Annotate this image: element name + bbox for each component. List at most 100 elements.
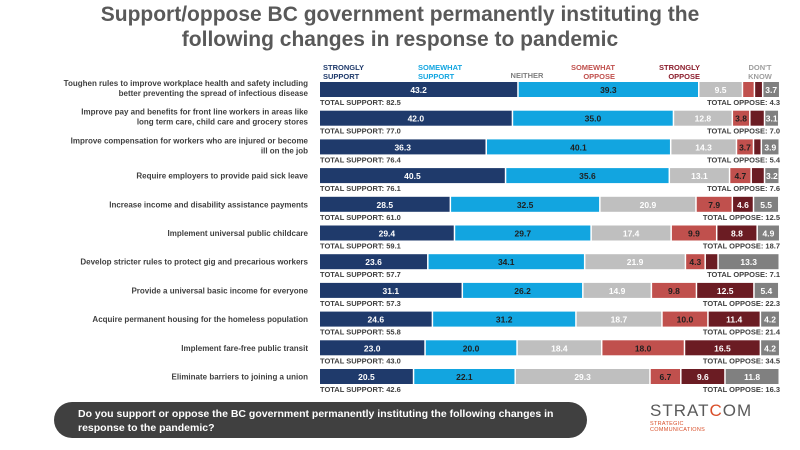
row-3-bar-neither xyxy=(671,139,736,155)
row-2-value-dont_know: 3.1 xyxy=(766,114,778,124)
row-5-bar-somewhat_oppose xyxy=(696,196,732,212)
row-2-bar-dont_know xyxy=(765,110,779,126)
logo-wordmark-part-1: STRAT xyxy=(650,401,710,420)
row-10-bar-dont_know xyxy=(761,340,779,356)
row-6-bar-strongly_support xyxy=(320,225,454,241)
row-3-value-strongly_support: 36.3 xyxy=(394,142,411,152)
legend-strongly_support-line-2: SUPPORT xyxy=(323,72,360,81)
row-7-value-neither: 21.9 xyxy=(627,257,644,267)
row-8-bar-somewhat_support xyxy=(463,282,583,298)
row-2-total-oppose: TOTAL OPPOSE: 7.0 xyxy=(707,127,780,136)
row-3-bar-strongly_oppose xyxy=(754,139,761,155)
row-3-value-somewhat_support: 40.1 xyxy=(570,142,587,152)
row-1-bar-dont_know xyxy=(763,82,779,97)
survey-question-box: Do you support or oppose the BC governme… xyxy=(54,402,587,438)
row-7-bar-strongly_oppose xyxy=(705,254,718,270)
row-5-total-support: TOTAL SUPPORT: 61.0 xyxy=(320,213,401,222)
row-5-value-strongly_oppose: 4.6 xyxy=(737,200,749,210)
row-10-value-somewhat_support: 20.0 xyxy=(463,343,480,353)
row-10-value-dont_know: 4.2 xyxy=(764,343,776,353)
row-1-value-dont_know: 3.7 xyxy=(765,85,777,95)
row-6-value-dont_know: 4.9 xyxy=(763,229,775,239)
row-8-value-strongly_oppose: 12.5 xyxy=(717,286,734,296)
row-5-value-strongly_support: 28.5 xyxy=(377,200,394,210)
row-6-bar-somewhat_support xyxy=(455,225,591,241)
row-9-bar-neither xyxy=(576,311,662,327)
row-6-value-somewhat_support: 29.7 xyxy=(515,229,532,239)
row-11-total-oppose: TOTAL OPPOSE: 16.3 xyxy=(703,385,780,394)
row-6-bar-neither xyxy=(591,225,671,241)
row-4-value-dont_know: 3.2 xyxy=(766,171,778,181)
row-6-label-line-1: Implement universal public childcare xyxy=(168,229,309,238)
row-9-value-neither: 18.7 xyxy=(611,315,628,325)
row-2-bar-strongly_support xyxy=(320,110,512,126)
row-7-value-strongly_support: 23.6 xyxy=(365,257,382,267)
row-2-value-strongly_support: 42.0 xyxy=(408,114,425,124)
row-7-bar-somewhat_oppose xyxy=(686,254,705,270)
row-8-bar-dont_know xyxy=(754,282,779,298)
row-4-bar-neither xyxy=(670,168,729,184)
row-7-total-support: TOTAL SUPPORT: 57.7 xyxy=(320,270,401,279)
row-8-bar-neither xyxy=(583,282,651,298)
legend-somewhat_oppose-line-1: SOMEWHAT xyxy=(571,63,615,72)
row-8-total-support: TOTAL SUPPORT: 57.3 xyxy=(320,299,401,308)
row-10-bar-strongly_support xyxy=(320,340,425,356)
row-1-total-oppose: TOTAL OPPOSE: 4.3 xyxy=(707,98,780,107)
row-9-bar-strongly_support xyxy=(320,311,432,327)
row-1-label-line-2: better preventing the spread of infectio… xyxy=(119,89,309,98)
row-5-value-neither: 20.9 xyxy=(640,200,657,210)
row-9-label-line-1: Acquire permanent housing for the homele… xyxy=(92,315,308,324)
legend-strongly_support-line-1: STRONGLY xyxy=(323,63,364,72)
row-9-value-dont_know: 4.2 xyxy=(764,315,776,325)
row-4-total-support: TOTAL SUPPORT: 76.1 xyxy=(320,184,401,193)
row-6-value-neither: 17.4 xyxy=(623,229,640,239)
row-4-bar-dont_know xyxy=(765,168,779,184)
row-7-value-dont_know: 13.3 xyxy=(740,257,757,267)
survey-question-line-1: Do you support or oppose the BC governme… xyxy=(78,408,554,420)
row-2-value-somewhat_oppose: 3.8 xyxy=(735,114,747,124)
row-1-value-strongly_support: 43.2 xyxy=(410,85,427,95)
row-4-value-somewhat_oppose: 4.7 xyxy=(734,171,746,181)
row-1-bar-strongly_oppose xyxy=(755,82,762,97)
row-4-bar-strongly_oppose xyxy=(751,168,764,184)
row-8-value-strongly_support: 31.1 xyxy=(383,286,400,296)
row-10-value-strongly_support: 23.0 xyxy=(364,343,381,353)
row-11-total-support: TOTAL SUPPORT: 42.6 xyxy=(320,385,401,394)
row-11-bar-neither xyxy=(515,369,650,384)
row-3-bar-somewhat_oppose xyxy=(737,139,753,155)
legend-dont_know-line-1: DON'T xyxy=(748,63,771,72)
row-10-value-strongly_oppose: 16.5 xyxy=(714,343,731,353)
row-2-value-somewhat_support: 35.0 xyxy=(585,114,602,124)
row-8-value-somewhat_oppose: 9.8 xyxy=(668,286,680,296)
row-8-value-dont_know: 5.4 xyxy=(760,286,772,296)
legend-somewhat_oppose-line-2: OPPOSE xyxy=(583,72,615,81)
row-10-total-support: TOTAL SUPPORT: 43.0 xyxy=(320,356,401,365)
row-7-bar-dont_know xyxy=(718,254,779,270)
row-2-value-neither: 12.8 xyxy=(695,114,712,124)
row-2-label-line-1: Improve pay and benefits for front line … xyxy=(81,108,308,117)
row-9-total-support: TOTAL SUPPORT: 55.8 xyxy=(320,328,401,337)
chart-title: Support/oppose BC government permanently… xyxy=(0,2,800,52)
row-1-total-support: TOTAL SUPPORT: 82.5 xyxy=(320,98,401,107)
row-3-value-dont_know: 3.9 xyxy=(764,142,776,152)
survey-question-line-2: response to the pandemic? xyxy=(78,422,215,434)
chart-title-line-1: Support/oppose BC government permanently… xyxy=(100,3,700,26)
row-8-value-neither: 14.9 xyxy=(609,286,626,296)
row-10-label-line-1: Implement fare-free public transit xyxy=(181,344,308,353)
row-2-bar-strongly_oppose xyxy=(750,110,764,126)
row-11-value-somewhat_oppose: 6.7 xyxy=(659,372,671,382)
row-3-value-neither: 14.3 xyxy=(695,142,712,152)
row-9-value-strongly_support: 24.6 xyxy=(368,315,385,325)
row-2-bar-somewhat_support xyxy=(513,110,673,126)
row-6-bar-somewhat_oppose xyxy=(671,225,716,241)
legend-strongly_oppose-line-1: STRONGLY xyxy=(659,63,700,72)
row-4-value-strongly_support: 40.5 xyxy=(404,171,421,181)
row-6-bar-dont_know xyxy=(757,225,779,241)
logo-wordmark-part-3: OM xyxy=(722,401,753,420)
row-3-total-oppose: TOTAL OPPOSE: 5.4 xyxy=(707,155,781,164)
row-11-bar-somewhat_support xyxy=(414,369,515,384)
row-11-value-somewhat_support: 22.1 xyxy=(456,372,473,382)
row-2-label-line-2: long term care, child care and grocery s… xyxy=(137,118,309,127)
row-10-total-oppose: TOTAL OPPOSE: 34.5 xyxy=(703,356,780,365)
row-2-total-support: TOTAL SUPPORT: 77.0 xyxy=(320,127,401,136)
